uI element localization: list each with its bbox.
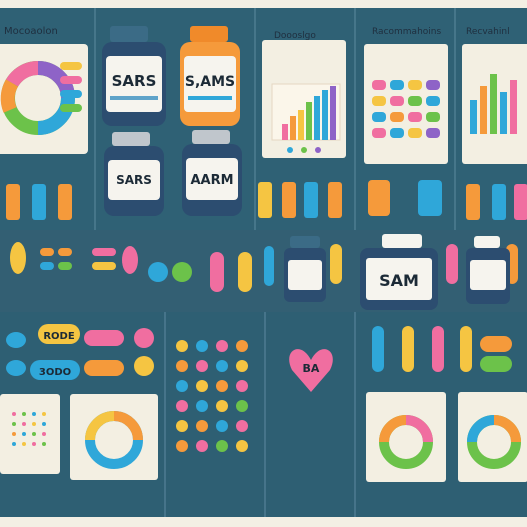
bottle-label: SARS xyxy=(116,173,152,187)
bottle-row xyxy=(6,180,527,220)
pill-text-2: 3ODO xyxy=(39,367,71,378)
donut-arc xyxy=(113,411,143,441)
bottle: S,AMS xyxy=(180,26,240,126)
legend-pill xyxy=(60,104,82,112)
bottle: SARS xyxy=(104,132,164,216)
pill-grid xyxy=(372,80,440,138)
legend-pill xyxy=(60,76,82,84)
header-left: Mocoaolon xyxy=(4,26,58,37)
header-right-b: Recvahinl xyxy=(466,27,510,37)
capsules xyxy=(372,326,512,372)
pill-shape xyxy=(134,356,154,376)
heart-shape xyxy=(289,349,333,392)
header-middle: Doooslgo xyxy=(274,31,316,41)
donut-arc xyxy=(379,415,407,443)
chart-dot xyxy=(315,147,321,153)
bottle: SARS xyxy=(102,26,166,126)
donut-arc xyxy=(37,97,75,135)
table-dots xyxy=(12,412,46,446)
donut-hole xyxy=(24,84,52,112)
pill-band xyxy=(0,230,527,312)
pill-shape xyxy=(6,332,26,348)
pill-shape xyxy=(84,330,124,346)
chart-dot xyxy=(301,147,307,153)
legend-pill xyxy=(60,90,82,98)
chart-dot xyxy=(287,147,293,153)
bottle: SAM xyxy=(360,234,438,310)
pill-text-1: RODE xyxy=(43,331,75,342)
header-right-a: Racommahoins xyxy=(372,27,441,37)
pill-grid-bottom xyxy=(176,340,248,452)
bottle-label: SAM xyxy=(379,271,419,290)
bottle xyxy=(284,236,326,302)
grid-chart xyxy=(271,83,341,141)
bottle-label: SARS xyxy=(112,72,157,90)
donut-arc xyxy=(0,79,19,113)
pill-shape xyxy=(134,328,154,348)
pill-shape xyxy=(84,360,124,376)
donut-arc xyxy=(405,415,433,443)
bottle xyxy=(466,236,510,304)
donut-arc xyxy=(5,60,39,87)
pill-shape xyxy=(6,360,26,376)
donut-arc xyxy=(493,415,521,443)
donut-arc xyxy=(85,411,115,441)
bottle: AARM xyxy=(182,130,242,216)
pill-text-badge xyxy=(38,324,80,344)
pill-band-shapes xyxy=(10,242,518,292)
bottle-label: AARM xyxy=(190,173,233,188)
card-table xyxy=(0,394,60,474)
heart-text: BA xyxy=(303,362,320,375)
donut-arc xyxy=(467,415,495,443)
bottle-label: S,AMS xyxy=(185,74,235,90)
pill-text-badge xyxy=(30,360,80,380)
legend-pill xyxy=(60,62,82,70)
bar-chart-2 xyxy=(470,74,517,134)
